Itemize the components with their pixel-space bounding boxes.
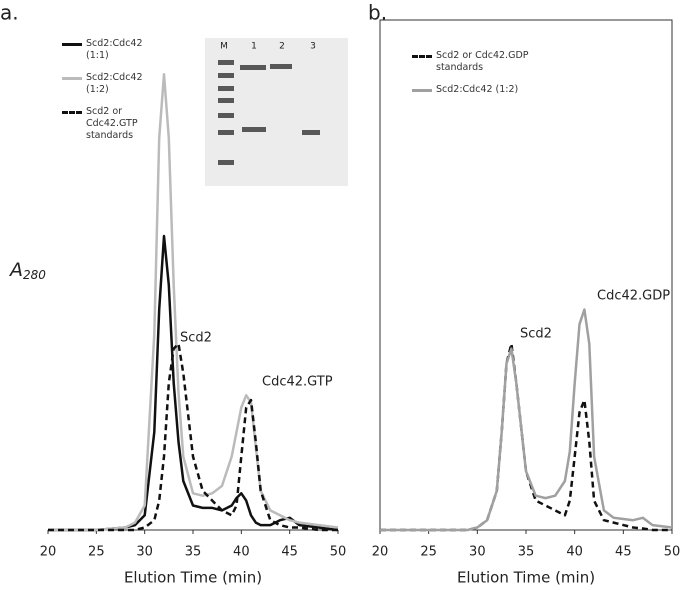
- x-tick-label: 40: [566, 545, 583, 560]
- legend-swatch: [62, 43, 82, 46]
- legend-swatch: [412, 89, 432, 92]
- x-tick-label: 50: [330, 545, 347, 560]
- x-tick-label: 35: [185, 545, 202, 560]
- series-line: [380, 308, 673, 532]
- gel-band: [218, 130, 234, 135]
- legend: Scd2 or Cdc42.GDP standards Scd2:Cdc42 (1…: [412, 50, 556, 106]
- legend-label: Scd2 or Cdc42.GTP standards: [86, 106, 138, 141]
- x-tick-label: 30: [469, 545, 486, 560]
- gel-band: [218, 113, 234, 118]
- series-line: [48, 234, 339, 532]
- legend-item: Scd2:Cdc42 (1:2): [62, 72, 156, 96]
- legend-item: Scd2 or Cdc42.GDP standards: [412, 50, 556, 74]
- legend: Scd2:Cdc42 (1:1) Scd2:Cdc42 (1:2) Scd2 or …: [62, 38, 156, 152]
- gel-band: [218, 98, 234, 103]
- legend-label: Scd2 or Cdc42.GDP standards: [436, 50, 529, 73]
- y-label-main: A: [8, 259, 23, 281]
- x-tick-label: 20: [372, 545, 389, 560]
- annotation: Scd2: [520, 327, 552, 342]
- gel-lane-label: 3: [310, 42, 316, 52]
- gel-band: [270, 64, 292, 69]
- annotation: Cdc42.GTP: [262, 375, 333, 390]
- legend-label: Scd2:Cdc42 (1:2): [86, 72, 143, 95]
- gel-band: [218, 86, 234, 91]
- gel-lane-label: M: [220, 42, 228, 52]
- x-tick-label: 35: [518, 545, 535, 560]
- gel-band: [218, 73, 234, 78]
- legend-swatch: [62, 77, 82, 80]
- series-line: [48, 342, 338, 532]
- legend-item: Scd2:Cdc42 (1:1): [62, 38, 156, 62]
- legend-swatch: [412, 55, 432, 58]
- x-tick-label: 30: [136, 545, 153, 560]
- series-line: [48, 73, 339, 532]
- x-tick-label: 50: [664, 545, 680, 560]
- legend-item: Scd2 or Cdc42.GTP standards: [62, 106, 156, 142]
- x-tick-label: 45: [615, 545, 632, 560]
- legend-item: Scd2:Cdc42 (1:2): [412, 84, 556, 96]
- x-tick-label: 25: [88, 545, 105, 560]
- y-label-sub: 280: [23, 268, 46, 282]
- gel-lane-label: 1: [251, 42, 257, 52]
- gel-band: [302, 130, 320, 135]
- annotation: Cdc42.GDP: [597, 289, 670, 304]
- x-tick-label: 20: [40, 545, 57, 560]
- series-line: [380, 342, 672, 532]
- x-tick-label: 25: [420, 545, 437, 560]
- legend-swatch: [62, 111, 82, 114]
- x-tick-label: 40: [233, 545, 250, 560]
- gel-band: [218, 60, 234, 65]
- x-tick-label: 45: [281, 545, 298, 560]
- legend-label: Scd2:Cdc42 (1:2): [436, 84, 519, 95]
- gel-band: [240, 65, 266, 70]
- x-axis-label: Elution Time (min): [124, 569, 262, 587]
- panel-label: b.: [368, 1, 387, 25]
- legend-label: Scd2:Cdc42 (1:1): [86, 38, 143, 61]
- panel-label: a.: [0, 1, 19, 25]
- gel-band: [218, 160, 234, 165]
- annotation: Scd2: [180, 331, 212, 346]
- y-axis-label: A280: [8, 259, 46, 282]
- x-axis-label: Elution Time (min): [457, 569, 595, 587]
- gel-lane-label: 2: [279, 42, 285, 52]
- gel-band: [242, 127, 266, 132]
